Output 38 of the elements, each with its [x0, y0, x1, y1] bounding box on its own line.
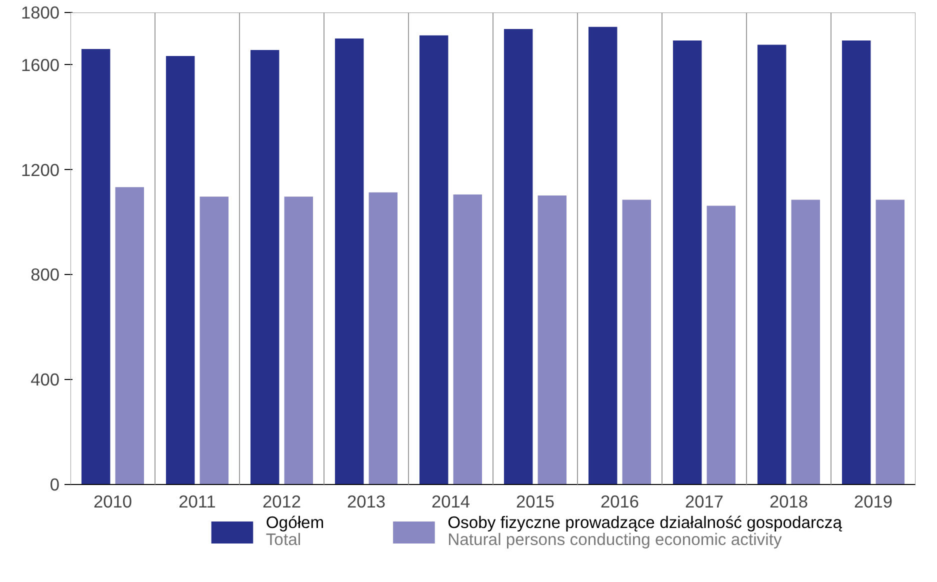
bar: [200, 196, 229, 484]
x-tick-label: 2017: [684, 492, 724, 512]
bar: [115, 187, 144, 484]
bar: [706, 206, 736, 484]
bar: [842, 40, 871, 484]
bar: [284, 196, 314, 484]
x-tick-label: 2014: [431, 492, 470, 512]
y-tick-label: 400: [30, 370, 60, 390]
y-tick-label: 1200: [20, 160, 60, 180]
bar: [250, 50, 280, 484]
bar: [453, 194, 482, 484]
bar: [672, 40, 702, 484]
bar: [588, 26, 618, 484]
y-tick-label: 1800: [20, 2, 60, 22]
y-tick-label: 1600: [20, 54, 60, 75]
bar: [419, 35, 448, 484]
x-tick-label: 2010: [93, 492, 132, 512]
bar: [334, 38, 364, 484]
bar: [538, 196, 567, 484]
bar: [876, 200, 905, 484]
bar: [81, 48, 110, 484]
x-tick-label: 2016: [600, 492, 640, 512]
y-tick-label: 0: [50, 474, 60, 494]
bar: [757, 44, 786, 484]
x-tick-label: 2013: [346, 492, 386, 512]
bar: [368, 192, 398, 484]
legend-label: Ogółem Total: [266, 513, 324, 549]
bar: [622, 200, 652, 484]
x-tick-label: 2019: [854, 492, 893, 512]
bar: [504, 29, 533, 484]
x-tick-label: 2012: [262, 492, 302, 512]
x-tick-label: 2011: [178, 492, 216, 512]
y-tick-label: 800: [30, 264, 60, 285]
x-tick-label: 2018: [769, 492, 808, 512]
legend-label: Osoby fizyczne prowadzące działalność gospodarczą Natural persons conducting economic activity: [448, 513, 843, 549]
bar: [791, 200, 820, 484]
bar: [166, 56, 195, 484]
x-tick-label: 2015: [516, 492, 555, 512]
